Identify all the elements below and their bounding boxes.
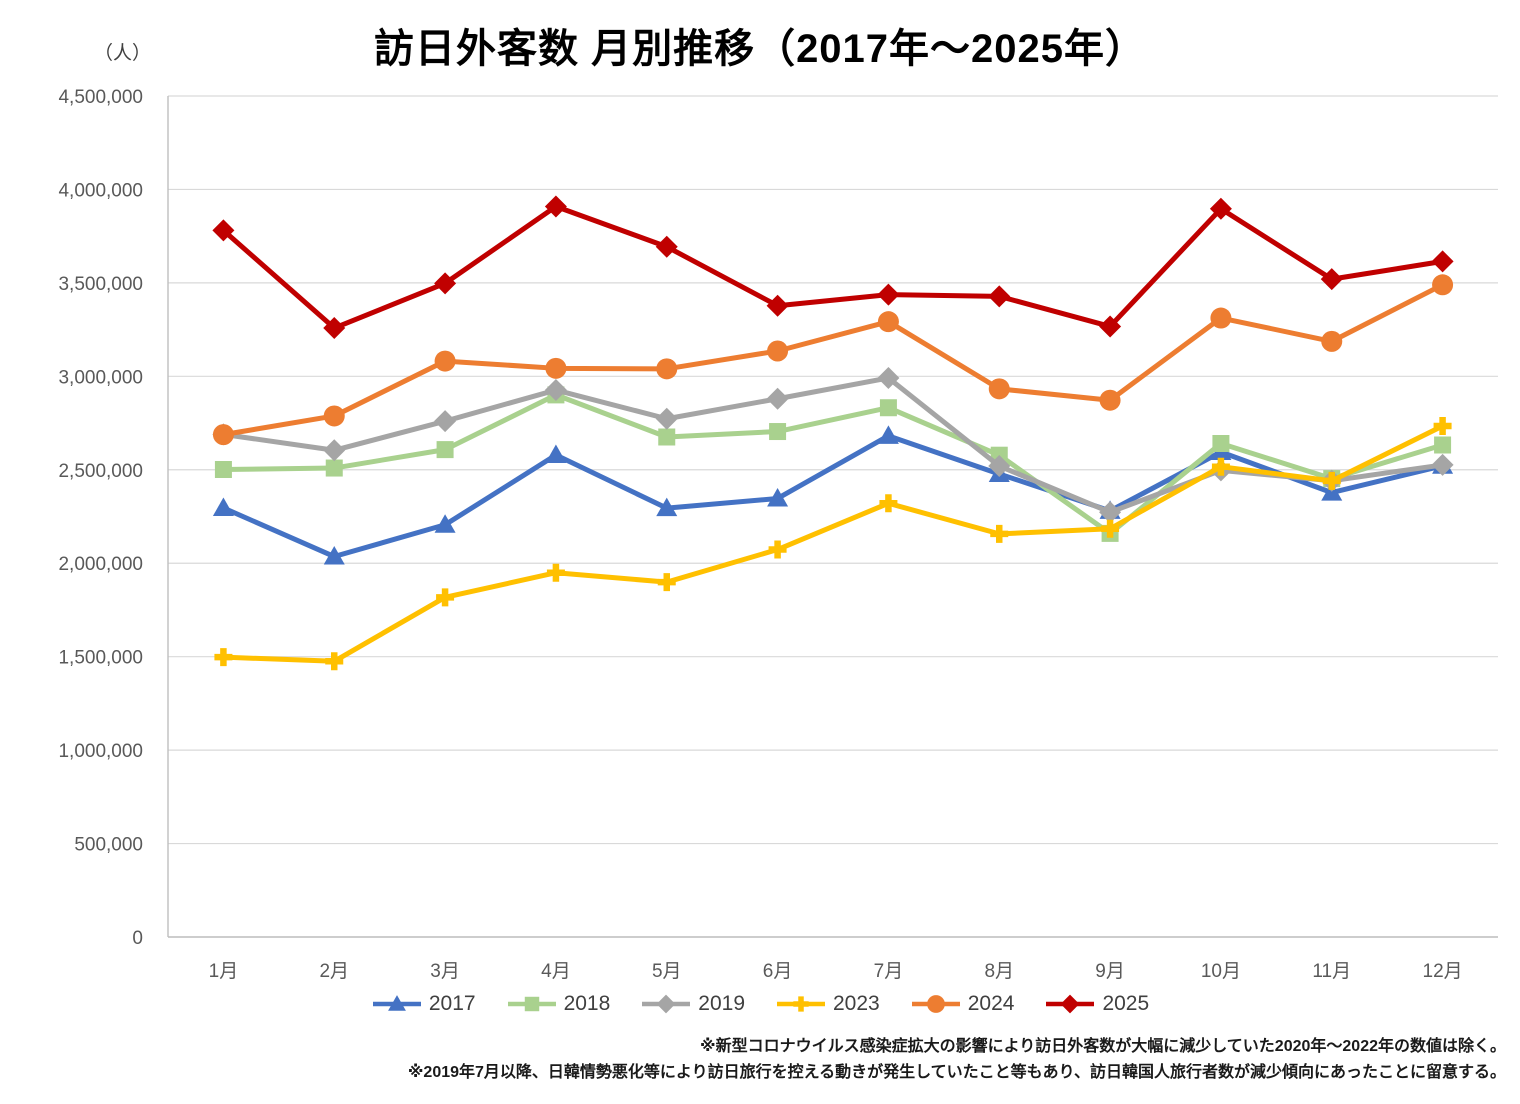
svg-text:8月: 8月 xyxy=(984,961,1014,982)
svg-text:10月: 10月 xyxy=(1201,961,1241,982)
svg-text:2月: 2月 xyxy=(319,961,349,982)
svg-text:7月: 7月 xyxy=(874,961,904,982)
svg-text:5月: 5月 xyxy=(652,961,682,982)
svg-text:2,000,000: 2,000,000 xyxy=(58,554,143,575)
legend-item-2018: 2018 xyxy=(506,992,611,1016)
svg-text:1,500,000: 1,500,000 xyxy=(58,648,143,669)
footnotes: ※新型コロナウイルス感染症拡大の影響により訪日外客数が大幅に減少していた2020… xyxy=(408,1034,1506,1086)
line-chart: 0 500,000 1,000,000 1,500,000 2,000,000 2,500… xyxy=(58,87,1498,982)
svg-text:4月: 4月 xyxy=(541,961,571,982)
legend-label: 2024 xyxy=(967,992,1015,1015)
svg-text:4,500,000: 4,500,000 xyxy=(58,87,143,108)
legend-marker-2024 xyxy=(911,995,960,1013)
svg-text:1,000,000: 1,000,000 xyxy=(58,741,143,762)
svg-text:0: 0 xyxy=(132,928,143,949)
svg-text:12月: 12月 xyxy=(1423,961,1463,982)
svg-text:500,000: 500,000 xyxy=(74,835,143,856)
legend-marker-2019 xyxy=(642,994,691,1014)
legend-label: 2017 xyxy=(428,992,476,1015)
svg-text:3,000,000: 3,000,000 xyxy=(58,367,143,388)
svg-text:11月: 11月 xyxy=(1312,961,1351,982)
legend-marker-2025 xyxy=(1046,994,1095,1014)
legend-marker-2018 xyxy=(507,996,556,1012)
svg-text:1月: 1月 xyxy=(209,961,239,982)
legend-item-2024: 2024 xyxy=(910,992,1015,1016)
footnote-line-1: ※新型コロナウイルス感染症拡大の影響により訪日外客数が大幅に減少していた2020… xyxy=(700,1038,1506,1055)
legend: 2017 2018 2019 2023 2024 2025 xyxy=(0,992,1520,1016)
legend-label: 2023 xyxy=(833,992,880,1015)
legend-marker-2017 xyxy=(372,995,421,1011)
legend-label: 2019 xyxy=(698,992,745,1015)
svg-text:2,500,000: 2,500,000 xyxy=(58,461,143,482)
svg-text:9月: 9月 xyxy=(1095,961,1125,982)
legend-label: 2025 xyxy=(1102,992,1150,1015)
legend-marker-2023 xyxy=(777,996,825,1012)
svg-text:3,500,000: 3,500,000 xyxy=(58,274,143,295)
chart-title: 訪日外客数 月別推移（2017年～2025年） xyxy=(373,27,1147,71)
svg-text:3月: 3月 xyxy=(430,961,460,982)
legend-item-2019: 2019 xyxy=(640,992,745,1016)
footnote-line-2: ※2019年7月以降、日韓情勢悪化等により訪日旅行を控える動きが発生していたこと… xyxy=(407,1063,1506,1081)
legend-item-2017: 2017 xyxy=(371,992,476,1016)
y-axis-unit-label: （人） xyxy=(94,43,152,64)
svg-text:6月: 6月 xyxy=(763,961,793,982)
legend-label: 2018 xyxy=(563,992,611,1015)
legend-item-2025: 2025 xyxy=(1044,992,1149,1016)
legend-item-2023: 2023 xyxy=(775,992,880,1016)
svg-text:4,000,000: 4,000,000 xyxy=(58,180,143,201)
